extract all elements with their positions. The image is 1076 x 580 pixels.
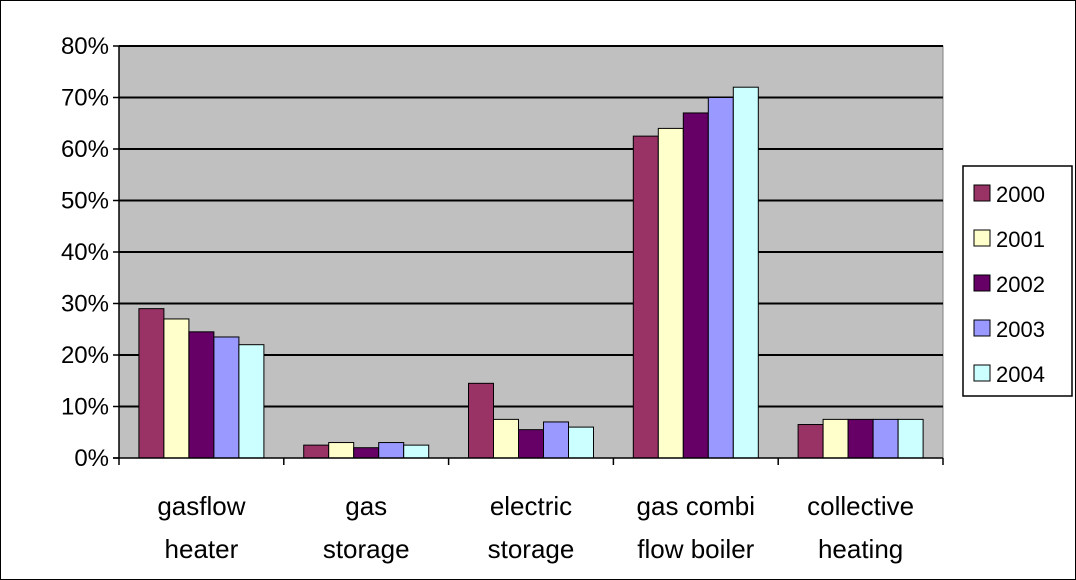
bar-2003: [213, 336, 240, 459]
y-tick-labels: 0% 10% 20% 30% 40% 50% 60% 70% 80%: [61, 33, 109, 472]
bar-2004: [897, 418, 924, 459]
x-category-label: gas storage: [323, 491, 410, 564]
bar-2000: [632, 135, 659, 459]
x-category-label: gas combi flow boiler: [637, 491, 756, 564]
bar-2001: [328, 442, 355, 459]
bar-2003: [543, 421, 569, 459]
bar-2001: [493, 418, 519, 459]
bar-2002: [188, 331, 215, 459]
legend-label-2001: 2001: [996, 227, 1045, 252]
x-category-label: gasflow heater: [157, 491, 245, 564]
x-category-label: electric storage: [488, 491, 575, 564]
bar-2004: [403, 444, 430, 459]
bar-2004: [238, 344, 265, 459]
bar-2002: [847, 418, 874, 459]
bar-2000: [468, 382, 494, 459]
y-tick-label: 20%: [61, 342, 109, 369]
legend-swatch-2000: [973, 184, 991, 202]
bars: [138, 86, 924, 459]
x-category-label: collective heating: [807, 491, 914, 564]
legend-swatch-2004: [973, 364, 991, 382]
y-tick-label: 60%: [61, 136, 109, 163]
bar-2000: [797, 424, 824, 459]
bar-2002: [353, 447, 380, 459]
legend-swatch-2002: [973, 274, 991, 292]
bar-2003: [872, 418, 899, 459]
y-tick-label: 30%: [61, 291, 109, 318]
bar-2001: [822, 418, 849, 459]
y-tick-label: 80%: [61, 33, 109, 60]
axes: [113, 45, 944, 465]
y-tick-label: 40%: [61, 239, 109, 266]
bar-2000: [138, 308, 165, 459]
legend: 2000 2001 2002 2003 2004: [962, 165, 1073, 397]
bar-2003: [378, 442, 405, 459]
bar-2004: [732, 86, 759, 459]
y-tick-label: 10%: [61, 394, 109, 421]
bar-2000: [303, 444, 330, 459]
x-category-labels: gasflow heater gas storage electric storage ga…: [157, 491, 914, 564]
legend-label-2002: 2002: [996, 272, 1045, 297]
bar-2001: [657, 127, 684, 459]
legend-label-2000: 2000: [996, 182, 1045, 207]
bar-2003: [707, 97, 734, 459]
legend-label-2003: 2003: [996, 317, 1045, 342]
legend-label-2004: 2004: [996, 362, 1045, 387]
y-tick-label: 0%: [74, 445, 109, 472]
y-tick-label: 50%: [61, 188, 109, 215]
bar-2002: [518, 429, 544, 459]
legend-swatch-2001: [973, 229, 991, 247]
bar-2001: [163, 318, 190, 459]
bar-2004: [568, 426, 594, 459]
bar-2002: [682, 112, 709, 459]
legend-swatch-2003: [973, 319, 991, 337]
y-tick-label: 70%: [61, 85, 109, 112]
